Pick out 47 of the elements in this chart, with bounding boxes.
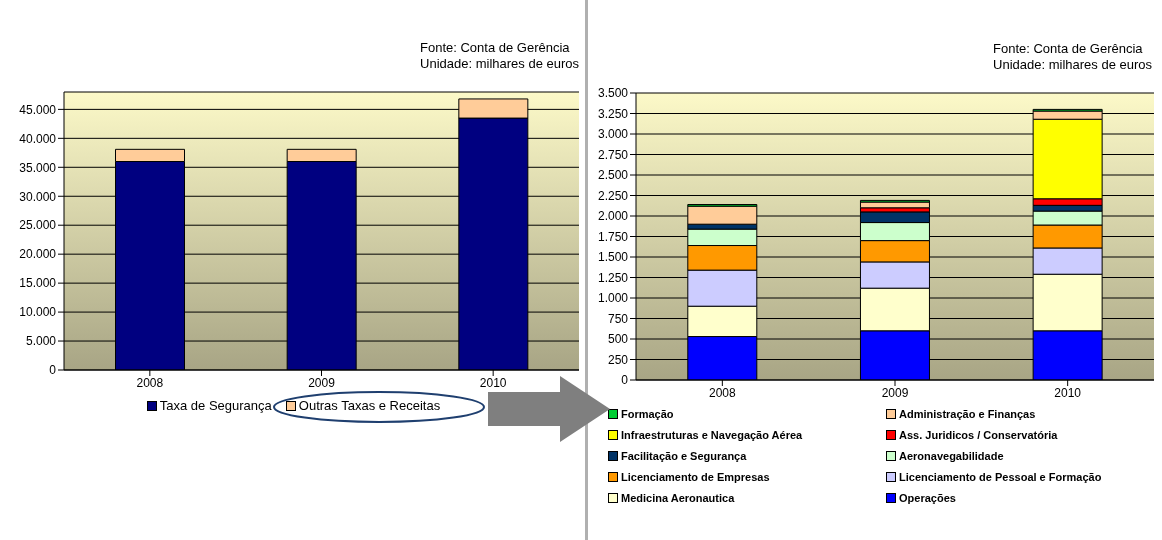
legend-label: Outras Taxas e Receitas [298,398,441,413]
y-tick-label: 250 [607,352,629,367]
y-tick-label: 1.750 [597,229,629,244]
y-tick-label: 1.000 [597,291,629,306]
legend-label: Formação [621,408,674,420]
legend-label: Taxa de Segurança [159,398,272,413]
y-tick-label: 20.000 [19,247,57,262]
y-tick-label: 3.500 [597,86,629,101]
source-note: Fonte: Conta de Gerência [420,40,571,56]
y-tick-label: 40.000 [19,131,57,146]
y-tick-label: 35.000 [19,160,57,175]
x-tick-label: 2009 [881,385,909,400]
y-tick-label: 2.250 [597,188,629,203]
y-tick-label: 1.500 [597,250,629,265]
y-tick-label: 30.000 [19,189,57,204]
legend-label: Facilitação e Segurança [621,450,747,462]
y-tick-label: 15.000 [19,276,57,291]
y-tick-label: 2.750 [597,147,629,162]
y-tick-label: 10.000 [19,305,57,320]
y-tick-label: 5.000 [25,334,57,349]
source-note: Fonte: Conta de Gerência [993,41,1144,57]
x-tick-label: 2010 [479,375,507,390]
y-tick-label: 1.250 [597,270,629,285]
legend-label: Administração e Finanças [899,408,1036,420]
x-tick-label: 2008 [136,375,164,390]
text: Unidade: milhares de euros [993,57,1152,73]
y-tick-label: 2.500 [597,168,629,183]
y-tick-label: 0 [49,363,57,378]
y-tick-label: 0 [621,373,629,388]
y-tick-label: 3.000 [597,127,629,142]
y-tick-label: 3.250 [597,106,629,121]
y-tick-label: 25.000 [19,218,57,233]
legend-label: Ass. Juridicos / Conservatória [899,429,1058,441]
legend-label: Licenciamento de Empresas [621,471,770,483]
y-tick-label: 750 [607,311,629,326]
x-tick-label: 2010 [1054,385,1082,400]
legend-label: Infraestruturas e Navegação Aérea [621,429,803,441]
legend-label: Medicina Aeronautica [621,492,735,504]
y-tick-label: 2.000 [597,209,629,224]
x-tick-label: 2008 [708,385,736,400]
legend-label: Operações [899,492,956,504]
legend-label: Licenciamento de Pessoal e Formação [899,471,1102,483]
text: Unidade: milhares de euros [420,56,579,72]
y-tick-label: 500 [607,332,629,347]
legend-label: Aeronavegabilidade [899,450,1004,462]
y-tick-label: 45.000 [19,102,57,117]
x-tick-label: 2009 [308,375,336,390]
